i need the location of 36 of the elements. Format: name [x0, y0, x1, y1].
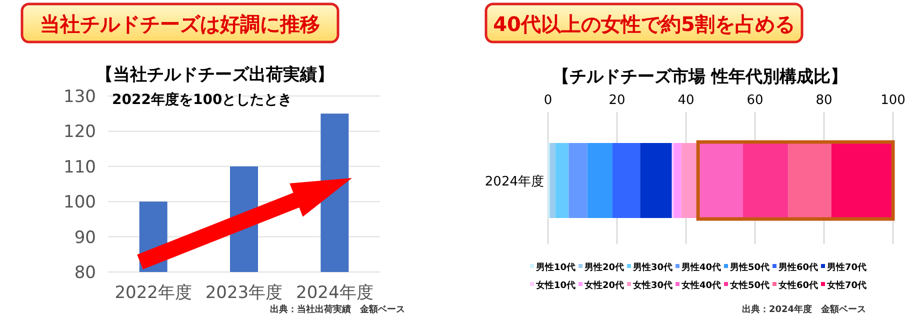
x-tick-label: 60 [746, 93, 764, 108]
x-tick-label: 2024年度 [296, 283, 374, 303]
annotation: 2022年度を100としたとき [112, 91, 292, 108]
y-tick-label: 90 [74, 228, 96, 248]
legend-label: 男性50代 [729, 262, 770, 273]
legend-label: 男性70代 [826, 262, 867, 273]
legend-label: 男性40代 [680, 262, 722, 273]
x-tick-label: 100 [880, 93, 906, 108]
x-tick-label: 40 [678, 93, 694, 108]
y-tick-label: 110 [64, 157, 96, 178]
chart-subtitle: 【当社チルドチーズ出荷実績】 [96, 65, 334, 85]
y-tick-label: 120 [64, 122, 96, 142]
x-tick-label: 20 [608, 93, 626, 108]
x-tick-label: 2023年度 [205, 283, 283, 303]
legend-label: 女性50代 [729, 280, 770, 291]
chart-title: 40代以上の女性で約5割を占める [493, 12, 795, 36]
source-note: 出典：2024年度 金額ベース [742, 304, 866, 315]
source-note: 出典：当社出荷実績 金額ベース [270, 304, 405, 315]
legend-label: 男性60代 [778, 262, 818, 273]
y-tick-label: 80 [74, 263, 96, 283]
chart-title: 当社チルドチーズは好調に推移 [40, 12, 320, 36]
x-tick-label: 80 [816, 93, 832, 108]
x-tick-label: 0 [544, 93, 552, 108]
legend-label: 男性10代 [535, 262, 576, 273]
legend-label: 女性60代 [778, 280, 818, 291]
legend-label: 女性30代 [632, 280, 673, 291]
legend-label: 男性30代 [632, 262, 673, 273]
legend-label: 女性20代 [584, 280, 624, 291]
legend-label: 女性70代 [826, 280, 867, 291]
y-tick-label: 130 [64, 87, 96, 107]
chart-subtitle: 【チルドチーズ市場 性年代別構成比】 [552, 67, 848, 87]
legend-label: 女性40代 [680, 280, 722, 291]
y-tick-label: 100 [64, 192, 96, 213]
legend-label: 女性10代 [535, 280, 576, 291]
legend-label: 男性20代 [584, 262, 624, 273]
x-tick-label: 2022年度 [114, 283, 192, 303]
